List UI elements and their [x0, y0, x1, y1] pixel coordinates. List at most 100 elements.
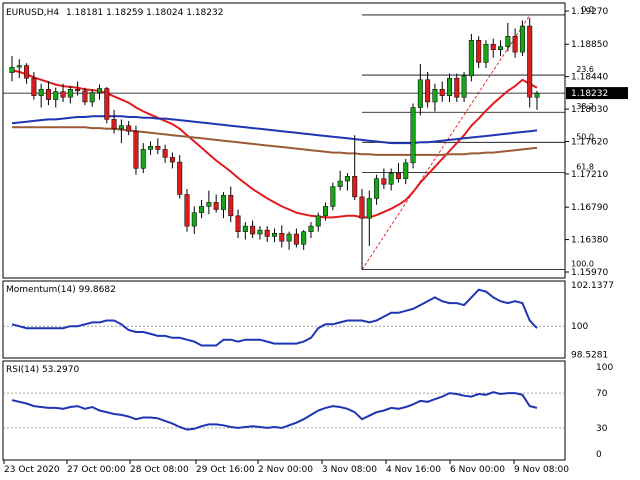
fib-level-label: 100.0 — [571, 260, 594, 269]
xtick-label: 23 Oct 2020 — [4, 465, 60, 475]
candle-body — [242, 225, 248, 232]
momentum-ytick-label: 102.1377 — [571, 281, 614, 291]
candle-body — [82, 90, 88, 103]
candle-body — [24, 65, 30, 79]
candle-body — [527, 25, 533, 98]
xtick-label: 27 Oct 00:00 — [67, 465, 126, 475]
candle-body — [417, 79, 423, 108]
candle-body — [395, 172, 401, 179]
candle-body — [184, 194, 190, 227]
current-price-label: 1.18232 — [571, 89, 608, 99]
candle-body — [476, 40, 482, 63]
price-ytick-label: 1.17210 — [571, 170, 608, 180]
fib-level-label: 50.0 — [576, 132, 594, 141]
fib-level-label: 0.0 — [581, 5, 594, 14]
candle-body — [512, 36, 518, 53]
xtick-label: 9 Nov 08:00 — [514, 465, 569, 475]
candle-body — [104, 88, 110, 120]
candle-body — [60, 91, 66, 98]
candle-body — [177, 161, 183, 195]
candle-body — [403, 162, 409, 179]
price-ytick-label: 1.19270 — [571, 7, 608, 17]
rsi-line — [11, 391, 538, 431]
candle-body — [483, 43, 489, 63]
price-panel-frame — [2, 2, 566, 279]
candle-body — [490, 43, 496, 51]
candle-body — [425, 79, 431, 103]
candle-body — [140, 149, 146, 169]
momentum-line — [11, 288, 538, 347]
candle-body — [286, 233, 292, 242]
candle-body — [89, 92, 95, 103]
price-ytick-label: 1.18850 — [571, 40, 608, 50]
candle-body — [439, 89, 445, 96]
rsi-ytick-label: 100 — [596, 363, 613, 373]
candle-body — [323, 206, 329, 217]
price-ytick-label: 1.17620 — [571, 138, 608, 148]
fib-trend-line — [361, 14, 531, 270]
price-ytick-label: 1.18440 — [571, 73, 608, 83]
candle-body — [250, 225, 256, 235]
rsi-panel-frame — [2, 360, 566, 461]
candle-body — [169, 157, 175, 163]
candle-body — [468, 40, 474, 77]
candle-body — [432, 89, 438, 103]
candle-body — [213, 202, 219, 210]
candle-body — [505, 36, 511, 47]
moving-average-line — [11, 115, 538, 145]
rsi-ytick-label: 70 — [596, 389, 608, 399]
candle-body — [199, 206, 205, 213]
xtick-label: 6 Nov 00:00 — [450, 465, 505, 475]
momentum-ytick-label: 98.5281 — [571, 351, 608, 361]
candle-body — [75, 89, 81, 92]
candle-body — [235, 215, 241, 232]
price-ohlc-readout: 1.18181 1.18259 1.18024 1.18232 — [66, 8, 223, 18]
xtick-label: 28 Oct 08:00 — [130, 465, 189, 475]
candle-body — [374, 178, 380, 199]
candle-body — [257, 229, 263, 235]
rsi-ytick-label: 30 — [596, 424, 608, 434]
xtick-label: 4 Nov 16:00 — [386, 465, 441, 475]
price-chart-title: EURUSD,H4 — [6, 8, 59, 18]
rsi-ytick-label: 0 — [596, 450, 602, 460]
candle-body — [293, 233, 299, 245]
candle-body — [381, 178, 387, 185]
candle-body — [220, 195, 226, 210]
candle-body — [206, 202, 212, 207]
candle-body — [330, 186, 336, 207]
price-ytick-label: 1.18030 — [571, 105, 608, 115]
candle-body — [126, 125, 132, 132]
candle-body — [301, 231, 307, 245]
candle-body — [388, 172, 394, 185]
candle-body — [264, 229, 270, 237]
xtick-label: 3 Nov 08:00 — [322, 465, 377, 475]
candle-body — [272, 232, 277, 237]
candle-body — [344, 176, 350, 182]
price-ytick-label: 1.16380 — [571, 236, 608, 246]
candle-body — [133, 130, 139, 169]
candle-body — [118, 125, 124, 130]
moving-average-line — [12, 126, 538, 156]
candle-body — [9, 66, 15, 73]
candle-body — [45, 89, 51, 100]
candle-body — [148, 145, 154, 150]
candle-body — [31, 77, 37, 96]
candle-body — [279, 232, 285, 242]
candle-body — [191, 212, 197, 227]
candle-body — [97, 88, 102, 93]
candle-body — [155, 145, 161, 150]
candle-body — [38, 89, 44, 96]
fib-level-label: 38.2 — [576, 102, 594, 111]
fib-level-label: 23.6 — [576, 65, 594, 74]
candle-body — [447, 77, 452, 96]
candle-body — [315, 215, 321, 227]
candle-body — [461, 75, 467, 98]
candle-body — [498, 46, 504, 51]
candle-body — [519, 25, 525, 53]
candle-body — [308, 225, 314, 232]
candle-body — [16, 65, 22, 68]
current-price-tag — [566, 87, 628, 100]
candle-body — [228, 195, 234, 217]
